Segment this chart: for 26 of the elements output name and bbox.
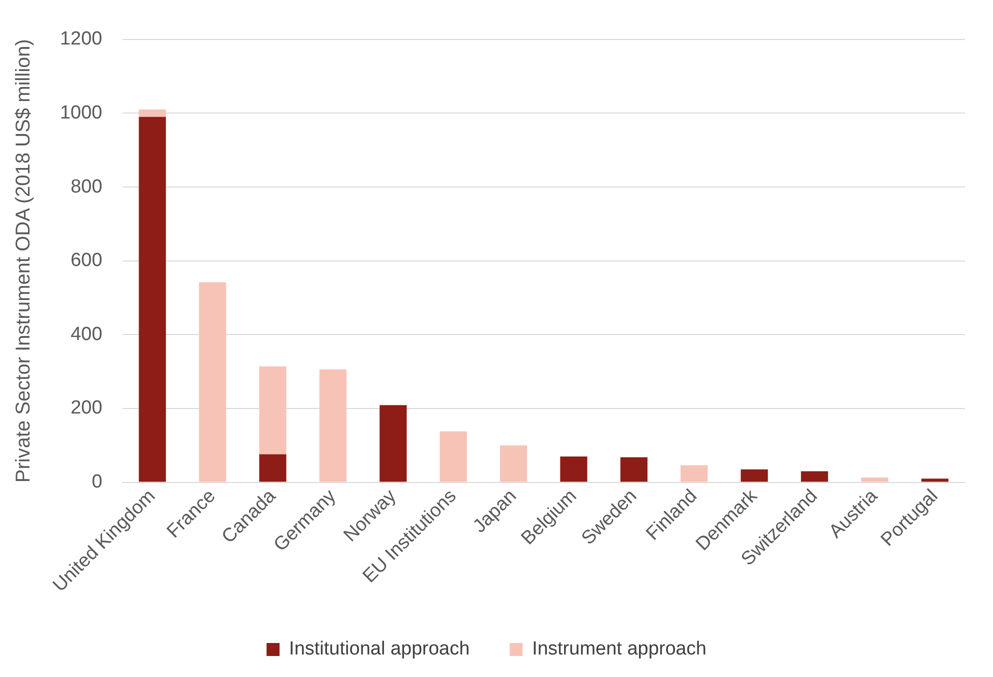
bar [259, 454, 286, 482]
y-tick-label: 0 [92, 472, 102, 493]
bar [861, 477, 888, 482]
legend-label: Instrument approach [532, 638, 706, 660]
bar [138, 116, 166, 482]
bar [921, 478, 948, 482]
legend-label: Institutional approach [289, 638, 470, 660]
y-tick-label: 1000 [60, 102, 102, 124]
bar [380, 405, 407, 482]
bar [800, 471, 828, 482]
y-tick-label: 1200 [60, 28, 102, 50]
bar [560, 456, 588, 482]
y-tick-label: 400 [70, 324, 102, 345]
bar [259, 366, 286, 454]
bar [500, 445, 528, 482]
y-tick-label: 600 [70, 250, 102, 272]
bar [440, 431, 467, 482]
y-axis-title: Private Sector Instrument ODA (2018 US$ million) [12, 39, 35, 483]
bar [740, 469, 768, 482]
bar [680, 465, 708, 482]
bar [199, 282, 226, 482]
y-tick-label: 800 [70, 176, 102, 198]
bar [319, 369, 346, 482]
bar [138, 110, 166, 117]
y-tick-label: 200 [70, 398, 102, 419]
bar [620, 457, 648, 482]
